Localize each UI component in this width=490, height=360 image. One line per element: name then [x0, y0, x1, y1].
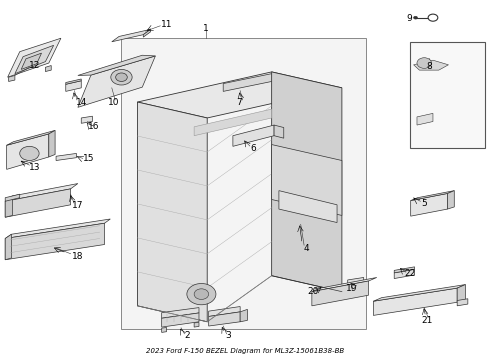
Polygon shape — [8, 38, 61, 77]
Polygon shape — [78, 56, 155, 107]
Polygon shape — [49, 130, 55, 157]
Text: 12: 12 — [28, 61, 40, 70]
Polygon shape — [373, 288, 457, 315]
Polygon shape — [271, 72, 342, 292]
Text: 22: 22 — [404, 269, 416, 278]
Polygon shape — [279, 191, 337, 222]
Polygon shape — [348, 278, 364, 284]
Polygon shape — [9, 76, 15, 81]
Circle shape — [116, 73, 127, 81]
Circle shape — [417, 58, 432, 68]
Polygon shape — [271, 145, 342, 215]
Bar — [410, 42, 485, 148]
Polygon shape — [240, 309, 247, 322]
Text: 3: 3 — [225, 332, 231, 341]
Polygon shape — [417, 113, 433, 125]
Polygon shape — [194, 323, 199, 327]
Polygon shape — [5, 184, 78, 201]
Polygon shape — [162, 328, 167, 332]
Text: 4: 4 — [304, 244, 309, 253]
Text: 21: 21 — [421, 315, 432, 324]
Text: 11: 11 — [161, 20, 172, 29]
Polygon shape — [5, 223, 104, 260]
Polygon shape — [138, 102, 207, 322]
Polygon shape — [21, 53, 42, 69]
Polygon shape — [112, 30, 150, 42]
Polygon shape — [66, 79, 81, 84]
Polygon shape — [223, 74, 271, 91]
Polygon shape — [138, 72, 342, 118]
Polygon shape — [66, 81, 81, 91]
Circle shape — [414, 16, 417, 19]
Bar — [122, 38, 366, 329]
Polygon shape — [209, 306, 240, 316]
Polygon shape — [411, 191, 454, 201]
Polygon shape — [194, 109, 271, 136]
Polygon shape — [7, 130, 55, 145]
Text: 5: 5 — [421, 198, 427, 207]
Text: 7: 7 — [236, 98, 242, 107]
Text: 18: 18 — [72, 252, 84, 261]
Polygon shape — [5, 196, 12, 217]
Text: 10: 10 — [108, 98, 120, 107]
Circle shape — [187, 283, 216, 305]
Polygon shape — [78, 55, 155, 76]
Polygon shape — [411, 193, 447, 216]
Circle shape — [194, 289, 209, 300]
Polygon shape — [457, 284, 465, 302]
Polygon shape — [7, 134, 49, 169]
Text: 19: 19 — [346, 284, 357, 293]
Text: 6: 6 — [251, 144, 257, 153]
Polygon shape — [5, 219, 110, 238]
Text: 1: 1 — [203, 24, 209, 33]
Polygon shape — [162, 313, 199, 327]
Polygon shape — [394, 269, 415, 279]
Polygon shape — [414, 60, 448, 70]
Polygon shape — [56, 153, 76, 161]
Text: 16: 16 — [88, 122, 99, 131]
Text: 14: 14 — [76, 98, 87, 107]
Polygon shape — [394, 267, 415, 273]
Text: 20: 20 — [307, 287, 318, 296]
Text: 8: 8 — [426, 62, 432, 71]
Polygon shape — [81, 116, 93, 123]
Polygon shape — [233, 125, 274, 146]
Polygon shape — [274, 125, 284, 138]
Polygon shape — [312, 281, 368, 306]
Polygon shape — [5, 194, 20, 201]
Text: 13: 13 — [28, 163, 40, 172]
Polygon shape — [457, 299, 468, 306]
Text: 15: 15 — [83, 154, 95, 163]
Polygon shape — [46, 66, 51, 72]
Polygon shape — [312, 278, 377, 292]
Text: 9: 9 — [407, 14, 413, 23]
Polygon shape — [143, 30, 150, 37]
Circle shape — [20, 146, 39, 161]
Text: 17: 17 — [72, 201, 84, 210]
Polygon shape — [373, 284, 466, 301]
Polygon shape — [15, 45, 53, 74]
Polygon shape — [5, 189, 71, 217]
Text: 2: 2 — [184, 332, 190, 341]
Polygon shape — [5, 234, 11, 260]
Circle shape — [428, 14, 438, 21]
Polygon shape — [162, 307, 199, 318]
Circle shape — [111, 69, 132, 85]
Polygon shape — [209, 312, 240, 326]
Polygon shape — [447, 191, 454, 209]
Text: 2023 Ford F-150 BEZEL Diagram for ML3Z-15061B38-BB: 2023 Ford F-150 BEZEL Diagram for ML3Z-1… — [146, 348, 344, 354]
